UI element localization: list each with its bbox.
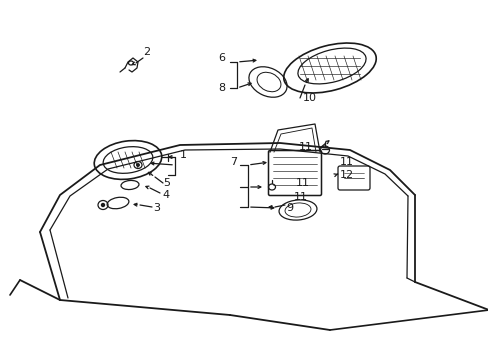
Text: 2: 2	[142, 47, 150, 57]
Text: 12: 12	[339, 170, 353, 180]
Text: 7: 7	[229, 157, 237, 167]
Text: 1: 1	[180, 150, 186, 160]
Text: 6: 6	[218, 53, 224, 63]
Text: 11: 11	[298, 142, 312, 152]
Text: 3: 3	[153, 203, 160, 213]
Ellipse shape	[102, 203, 104, 207]
Text: 9: 9	[285, 203, 292, 213]
Text: 4: 4	[162, 190, 169, 200]
Text: 5: 5	[163, 178, 170, 188]
Text: 11: 11	[295, 178, 309, 188]
Text: 11: 11	[293, 192, 307, 202]
Text: 10: 10	[303, 93, 316, 103]
Text: 11: 11	[339, 157, 353, 167]
Ellipse shape	[137, 164, 139, 166]
Text: 8: 8	[218, 83, 224, 93]
